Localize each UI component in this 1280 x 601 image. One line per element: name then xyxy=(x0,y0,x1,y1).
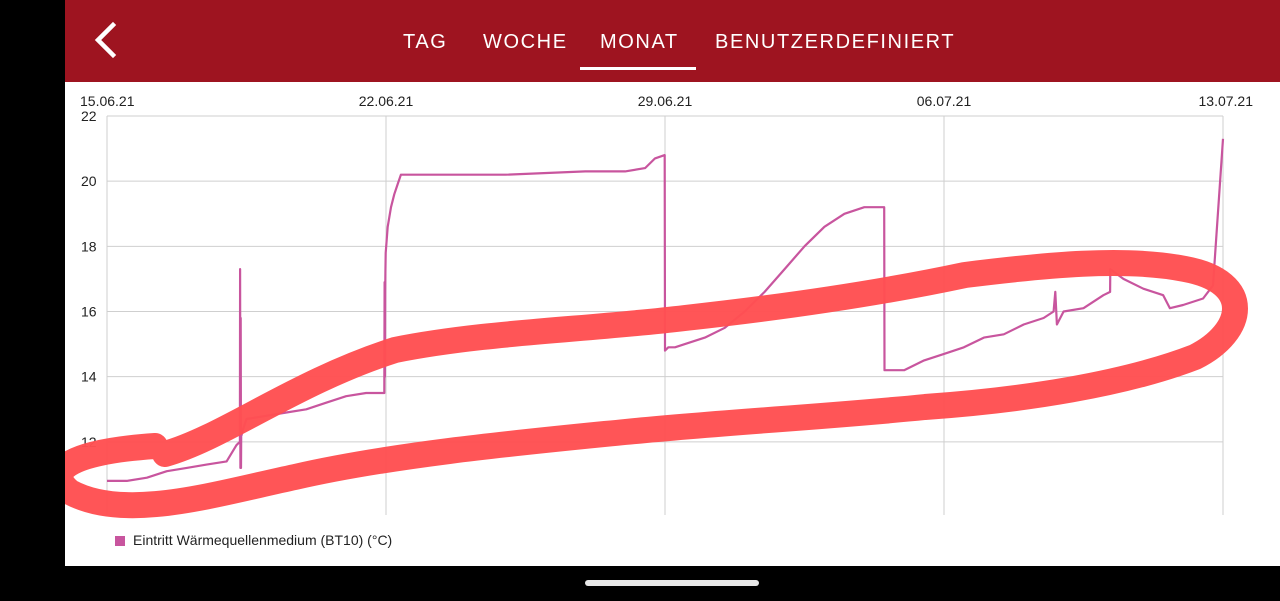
x-tick-label: 29.06.21 xyxy=(638,93,693,109)
annotation-freehand-loop xyxy=(65,250,1248,519)
home-indicator[interactable] xyxy=(585,580,759,586)
chart-area[interactable]: 22 20 18 16 14 12 15.06.21 22.06.21 29.06.21 06.0… xyxy=(65,82,1280,566)
x-tick-label: 06.07.21 xyxy=(917,93,972,109)
active-tab-indicator xyxy=(580,67,696,70)
app-window: TAG WOCHE MONAT BENUTZERDEFINIERT 22 20 18… xyxy=(65,0,1280,566)
back-button[interactable] xyxy=(85,17,131,63)
legend-label: Eintritt Wärmequellenmedium (BT10) (°C) xyxy=(133,532,393,548)
tab-benutzerdefiniert[interactable]: BENUTZERDEFINIERT xyxy=(715,31,956,53)
tab-woche[interactable]: WOCHE xyxy=(483,31,568,53)
series-line xyxy=(107,138,1225,482)
x-tick-label: 22.06.21 xyxy=(359,93,414,109)
y-tick-label: 16 xyxy=(81,304,97,320)
header-bar: TAG WOCHE MONAT BENUTZERDEFINIERT xyxy=(65,0,1280,82)
legend-swatch xyxy=(115,536,125,547)
chart-legend: Eintritt Wärmequellenmedium (BT10) (°C) xyxy=(115,532,392,548)
y-tick-label: 14 xyxy=(81,369,97,385)
y-tick-label: 22 xyxy=(81,108,97,124)
tab-monat[interactable]: MONAT xyxy=(600,31,679,53)
x-tick-label: 15.06.21 xyxy=(80,93,135,109)
y-tick-label: 20 xyxy=(81,173,97,189)
chevron-left-icon xyxy=(94,21,117,59)
tab-tag[interactable]: TAG xyxy=(403,31,448,53)
y-tick-label: 18 xyxy=(81,238,97,254)
x-tick-label: 13.07.21 xyxy=(1199,93,1254,109)
